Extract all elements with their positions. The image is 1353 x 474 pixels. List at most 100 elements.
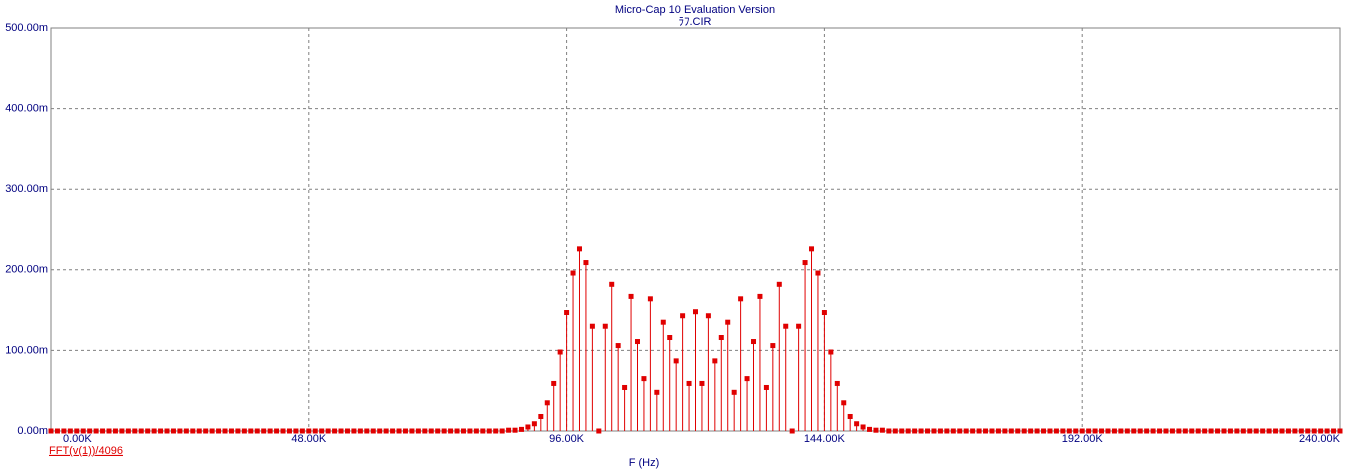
stem-point — [538, 413, 544, 431]
stem-point — [499, 428, 505, 434]
stem-point — [1176, 428, 1182, 434]
stem-point — [834, 380, 840, 431]
stem-point — [67, 428, 73, 434]
stem-point — [209, 428, 215, 434]
stem-point — [551, 380, 557, 431]
stem-point — [222, 428, 228, 434]
stem-point — [1266, 428, 1272, 434]
marker — [183, 428, 189, 434]
x-tick-label: 0.00K — [63, 433, 92, 445]
marker — [886, 428, 892, 434]
stem-point — [1215, 428, 1221, 434]
marker — [1079, 428, 1085, 434]
marker — [693, 309, 698, 315]
marker — [1041, 428, 1047, 434]
stem-point — [293, 428, 299, 434]
marker — [1111, 428, 1117, 434]
stem-point — [544, 400, 550, 431]
marker — [873, 427, 879, 433]
stem-point — [216, 428, 222, 434]
marker — [145, 428, 151, 434]
stem-point — [925, 428, 931, 434]
stem-point — [1041, 428, 1047, 434]
stem-point — [725, 319, 731, 431]
marker — [1208, 428, 1214, 434]
stem-point — [1195, 428, 1201, 434]
y-tick-label: 200.00m — [5, 264, 48, 276]
stem-point — [557, 349, 563, 431]
stem-point — [164, 428, 170, 434]
marker — [525, 424, 531, 430]
stem-point — [132, 428, 138, 434]
marker — [1131, 428, 1137, 434]
stem-point — [203, 428, 209, 434]
marker — [828, 349, 834, 355]
stem-point — [1169, 428, 1175, 434]
marker — [899, 428, 905, 434]
stem-point — [738, 296, 744, 431]
stem-point — [1163, 428, 1169, 434]
stem-point — [370, 428, 376, 434]
marker — [67, 428, 73, 434]
marker — [196, 428, 202, 434]
marker — [712, 358, 718, 364]
stem-point — [1111, 428, 1117, 434]
stem-point — [1034, 428, 1040, 434]
marker — [879, 427, 885, 433]
stem-point — [867, 426, 873, 432]
stem-point — [448, 428, 454, 434]
marker — [518, 426, 524, 432]
marker — [1234, 428, 1240, 434]
stem-point — [112, 428, 118, 434]
stem-point — [435, 428, 441, 434]
stem-point — [983, 428, 989, 434]
stem-point — [183, 428, 189, 434]
marker — [1285, 428, 1291, 434]
marker — [905, 428, 911, 434]
stem-point — [1118, 428, 1124, 434]
marker — [493, 428, 499, 434]
marker — [377, 428, 383, 434]
stem-point — [783, 323, 789, 431]
stem-point — [377, 428, 383, 434]
marker — [299, 428, 305, 434]
marker — [796, 323, 802, 329]
stem-point — [415, 428, 421, 434]
marker — [1137, 428, 1143, 434]
stem-point — [100, 428, 106, 434]
stem-point — [1079, 428, 1085, 434]
marker — [125, 428, 131, 434]
stem-point — [506, 427, 512, 433]
stem-point — [1157, 428, 1163, 434]
marker — [989, 428, 995, 434]
marker — [641, 376, 647, 382]
marker — [1073, 428, 1079, 434]
marker — [589, 323, 595, 329]
marker — [705, 313, 711, 319]
marker — [950, 428, 956, 434]
marker — [1092, 428, 1098, 434]
marker — [789, 428, 795, 434]
marker — [615, 343, 621, 349]
marker — [1066, 428, 1072, 434]
marker — [557, 349, 563, 355]
stem-point — [718, 335, 724, 431]
marker — [1266, 428, 1272, 434]
stem-point — [905, 428, 911, 434]
marker — [757, 293, 763, 299]
marker — [235, 428, 241, 434]
stem-point — [1137, 428, 1143, 434]
marker — [1176, 428, 1182, 434]
stem-point — [647, 296, 653, 431]
marker — [216, 428, 222, 434]
marker — [512, 427, 518, 433]
marker — [570, 270, 576, 276]
marker — [312, 428, 318, 434]
marker — [499, 428, 505, 434]
marker — [480, 428, 486, 434]
marker — [74, 428, 80, 434]
marker — [383, 428, 389, 434]
x-tick-label: 96.00K — [549, 433, 585, 445]
stem-point — [1331, 428, 1337, 434]
stem-point — [815, 270, 821, 431]
